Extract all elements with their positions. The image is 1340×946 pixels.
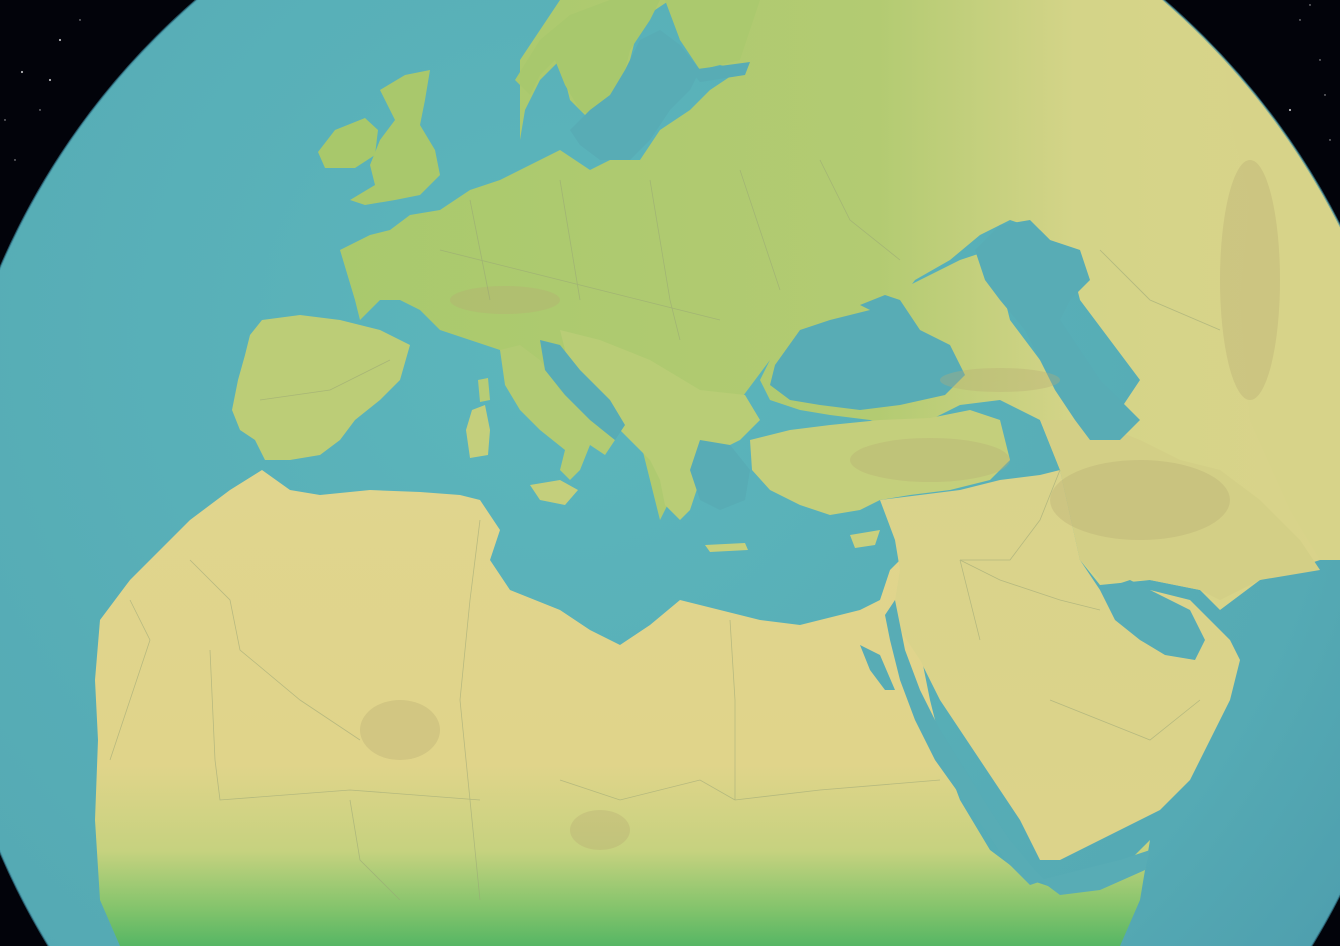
gulf-of-aden (1040, 850, 1150, 895)
land-great-britain (350, 70, 440, 205)
star (58, 38, 62, 42)
star (1319, 59, 1321, 61)
country-borders (109, 159, 1221, 901)
land-ireland (318, 118, 378, 168)
land-iberia (232, 315, 410, 460)
relief-shading (360, 160, 1280, 850)
star (1288, 108, 1292, 112)
star (1329, 139, 1331, 141)
persian-gulf (1100, 580, 1205, 660)
land-africa (95, 470, 1150, 946)
caspian-sea (975, 220, 1140, 440)
land-balkans (560, 330, 760, 520)
land-cyprus (850, 530, 880, 548)
star (4, 119, 6, 121)
aegean-sea (690, 440, 750, 510)
land-italy (500, 345, 615, 480)
star (1309, 4, 1311, 6)
black-sea (770, 300, 965, 410)
gulf-of-finland (690, 62, 750, 82)
baltic-sea (570, 30, 700, 160)
star (1299, 19, 1301, 21)
land-sicily (530, 480, 578, 505)
land-scandinavia (515, 0, 660, 120)
star (20, 70, 24, 74)
land-iran (1040, 420, 1320, 600)
land-arabia (880, 470, 1240, 860)
land-anatolia (750, 410, 1010, 515)
adriatic-sea (540, 340, 625, 440)
star (14, 159, 16, 161)
star (48, 78, 52, 82)
sea-of-azov (860, 295, 900, 315)
land-finland (665, 0, 760, 70)
star (79, 19, 81, 21)
star (1324, 94, 1326, 96)
land-iceland (100, 0, 160, 45)
gulf-of-suez (860, 645, 895, 690)
star (39, 109, 41, 111)
land-corsica (478, 378, 490, 402)
land-crete (705, 543, 748, 552)
land-sardinia (466, 405, 490, 458)
